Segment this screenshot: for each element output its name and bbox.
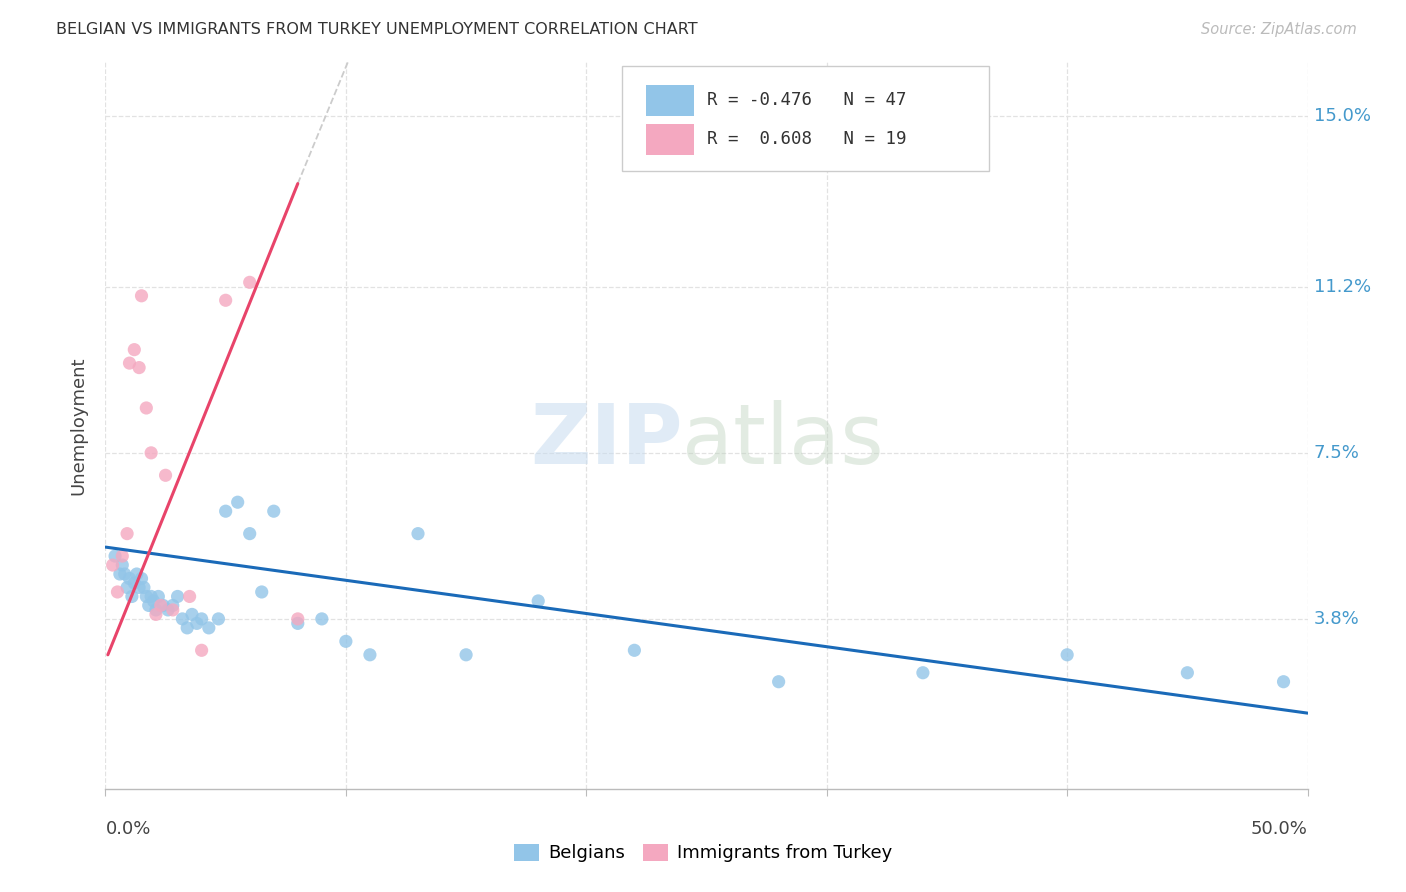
Point bbox=[1056, 648, 1078, 662]
Point bbox=[768, 674, 790, 689]
Point bbox=[335, 634, 357, 648]
Point bbox=[107, 585, 129, 599]
Point bbox=[138, 599, 160, 613]
Point bbox=[145, 603, 167, 617]
Point bbox=[311, 612, 333, 626]
Point bbox=[1175, 665, 1198, 680]
Point bbox=[287, 616, 309, 631]
Point bbox=[108, 567, 131, 582]
Point bbox=[149, 599, 172, 613]
Point bbox=[186, 616, 208, 631]
Point bbox=[111, 558, 134, 572]
Point bbox=[176, 621, 198, 635]
Point bbox=[239, 526, 262, 541]
Text: ZIP: ZIP bbox=[530, 400, 682, 481]
Point bbox=[101, 558, 124, 572]
Point bbox=[239, 276, 262, 290]
Point bbox=[128, 360, 150, 375]
Point bbox=[207, 612, 229, 626]
Text: 0.0%: 0.0% bbox=[105, 820, 150, 838]
Point bbox=[406, 526, 429, 541]
Point bbox=[142, 594, 165, 608]
Point bbox=[911, 665, 934, 680]
Text: 15.0%: 15.0% bbox=[1313, 107, 1371, 125]
Point bbox=[214, 504, 236, 518]
Text: 3.8%: 3.8% bbox=[1313, 610, 1360, 628]
Point bbox=[124, 576, 146, 591]
Point bbox=[527, 594, 550, 608]
Text: R = -0.476   N = 47: R = -0.476 N = 47 bbox=[707, 91, 905, 109]
Point bbox=[135, 590, 157, 604]
Point bbox=[104, 549, 127, 563]
Point bbox=[1272, 674, 1295, 689]
Point bbox=[162, 603, 184, 617]
Point bbox=[121, 590, 143, 604]
Point bbox=[359, 648, 381, 662]
Point bbox=[155, 468, 177, 483]
FancyBboxPatch shape bbox=[647, 85, 695, 115]
Text: R =  0.608   N = 19: R = 0.608 N = 19 bbox=[707, 130, 905, 148]
Text: BELGIAN VS IMMIGRANTS FROM TURKEY UNEMPLOYMENT CORRELATION CHART: BELGIAN VS IMMIGRANTS FROM TURKEY UNEMPL… bbox=[56, 22, 697, 37]
Point bbox=[118, 356, 141, 370]
Point bbox=[124, 343, 146, 357]
Text: 11.2%: 11.2% bbox=[1313, 277, 1371, 296]
Point bbox=[139, 590, 162, 604]
Text: Source: ZipAtlas.com: Source: ZipAtlas.com bbox=[1201, 22, 1357, 37]
FancyBboxPatch shape bbox=[623, 66, 988, 171]
Point bbox=[190, 612, 212, 626]
Point bbox=[214, 293, 236, 308]
Text: 50.0%: 50.0% bbox=[1251, 820, 1308, 838]
FancyBboxPatch shape bbox=[647, 124, 695, 155]
Point bbox=[118, 572, 141, 586]
Point bbox=[128, 581, 150, 595]
Point bbox=[172, 612, 194, 626]
Point bbox=[179, 590, 201, 604]
Point bbox=[131, 572, 153, 586]
Point bbox=[162, 599, 184, 613]
Point bbox=[148, 590, 170, 604]
Point bbox=[114, 567, 136, 582]
Point bbox=[115, 581, 138, 595]
Legend: Belgians, Immigrants from Turkey: Belgians, Immigrants from Turkey bbox=[506, 837, 900, 870]
Point bbox=[226, 495, 249, 509]
Point bbox=[181, 607, 204, 622]
Y-axis label: Unemployment: Unemployment bbox=[69, 357, 87, 495]
Point bbox=[115, 526, 138, 541]
Point bbox=[263, 504, 285, 518]
Point bbox=[135, 401, 157, 415]
Point bbox=[250, 585, 273, 599]
Point bbox=[198, 621, 221, 635]
Point bbox=[623, 643, 645, 657]
Point bbox=[454, 648, 477, 662]
Point bbox=[287, 612, 309, 626]
Point bbox=[111, 549, 134, 563]
Point bbox=[132, 581, 155, 595]
Point bbox=[166, 590, 188, 604]
Text: atlas: atlas bbox=[682, 400, 884, 481]
Point bbox=[131, 289, 153, 303]
Point bbox=[156, 603, 179, 617]
Point bbox=[190, 643, 212, 657]
Point bbox=[139, 446, 162, 460]
Point bbox=[125, 567, 148, 582]
Point bbox=[145, 607, 167, 622]
Text: 7.5%: 7.5% bbox=[1313, 444, 1360, 462]
Point bbox=[152, 599, 174, 613]
